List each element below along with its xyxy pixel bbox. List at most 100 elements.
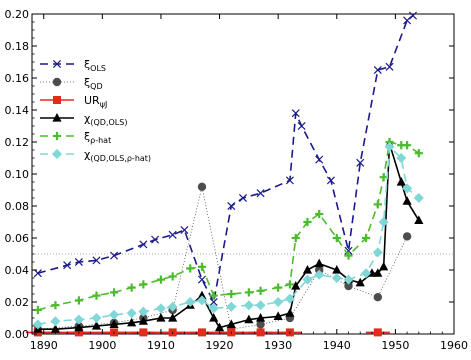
data-point-triangle-marker xyxy=(226,319,236,328)
data-point-plus-marker xyxy=(315,209,324,219)
data-point-triangle-marker xyxy=(91,321,102,330)
data-point-x-marker xyxy=(297,121,306,131)
axis-layer: 0.00 0.02 0.04 0.06 0.08 0.10 0.12 0.14 0.16 0.18… xyxy=(5,8,469,352)
series-0 xyxy=(33,11,417,307)
data-point-square-marker xyxy=(139,328,148,337)
data-point-square-marker xyxy=(256,328,265,337)
data-point-triangle-marker xyxy=(214,322,225,332)
legend-label-0: ξOLS xyxy=(84,58,106,73)
series-layer xyxy=(25,11,424,337)
data-point-diamond-marker xyxy=(302,274,313,285)
data-point-triangle-marker xyxy=(402,196,412,205)
data-point-x-marker xyxy=(139,240,148,249)
legend-label-2: URψJ xyxy=(84,94,107,109)
data-point-circle-marker xyxy=(402,232,412,241)
data-point-x-marker xyxy=(315,155,324,164)
data-point-circle-marker xyxy=(373,293,383,302)
data-point-circle-marker xyxy=(344,281,353,291)
legend-subscript: QD xyxy=(90,82,102,91)
data-point-plus-marker xyxy=(168,272,177,281)
legend-name: ξ xyxy=(84,76,90,89)
data-point-triangle-marker xyxy=(209,313,219,322)
data-point-plus-marker xyxy=(344,251,353,260)
x-tick-label: 1890 xyxy=(30,339,58,352)
data-point-plus-marker xyxy=(361,233,371,243)
data-point-diamond-marker xyxy=(167,301,178,312)
data-point-diamond-marker xyxy=(255,300,266,311)
data-point-triangle-marker xyxy=(373,268,383,277)
data-point-triangle-marker xyxy=(138,316,148,325)
data-point-plus-marker xyxy=(373,200,382,209)
data-point-triangle-marker xyxy=(168,313,178,322)
data-point-triangle-marker xyxy=(127,317,137,327)
data-point-plus-marker xyxy=(332,233,341,243)
data-point-x-marker xyxy=(151,235,160,244)
data-point-triangle-marker xyxy=(255,313,266,322)
data-point-diamond-marker xyxy=(185,297,196,307)
data-point-triangle-marker xyxy=(414,215,424,224)
legend-label-3: χ(QD,OLS) xyxy=(84,112,127,127)
y-tick-label: 0.02 xyxy=(5,296,30,309)
data-point-diamond-marker xyxy=(32,319,43,330)
legend-subscript: OLS xyxy=(90,64,106,73)
legend: ξOLSξQDURψJχ(QD,OLS)ξρ-hatχ(QD,OLS,ρ-hat… xyxy=(40,58,151,163)
data-point-plus-marker xyxy=(156,275,166,284)
data-point-diamond-marker xyxy=(273,297,284,307)
data-point-plus-marker xyxy=(33,305,42,315)
data-point-plus-marker xyxy=(403,141,412,150)
data-point-triangle-marker xyxy=(396,177,406,186)
data-point-x-marker xyxy=(180,225,189,235)
x-tick-label: 1920 xyxy=(206,339,234,352)
data-point-plus-marker xyxy=(92,291,101,300)
data-point-plus-marker xyxy=(51,301,60,310)
data-point-x-marker xyxy=(92,256,101,265)
data-point-diamond-marker xyxy=(343,274,354,285)
data-point-diamond-marker xyxy=(413,193,424,203)
data-point-triangle-marker xyxy=(109,319,119,328)
series-4 xyxy=(33,137,423,315)
legend-name: χ xyxy=(84,112,91,125)
data-point-triangle-marker xyxy=(74,322,84,332)
data-point-x-marker xyxy=(256,189,265,198)
data-point-plus-marker xyxy=(209,291,218,300)
data-point-square-marker xyxy=(53,96,61,104)
data-point-diamond-marker xyxy=(378,217,389,227)
data-point-diamond-marker xyxy=(331,273,342,283)
data-point-triangle-marker xyxy=(314,258,324,268)
data-point-plus-marker xyxy=(52,131,62,141)
data-point-triangle-marker xyxy=(52,113,62,122)
legend-label-1: ξQD xyxy=(84,76,103,91)
data-point-x-marker xyxy=(408,11,417,20)
data-point-triangle-marker xyxy=(367,268,377,277)
series-line xyxy=(37,142,420,331)
data-point-diamond-marker xyxy=(384,141,395,152)
data-point-diamond-marker xyxy=(109,309,120,320)
data-point-plus-marker xyxy=(74,296,83,305)
data-point-x-marker xyxy=(238,193,248,203)
series-3 xyxy=(33,138,424,333)
data-point-plus-marker xyxy=(186,264,195,273)
data-point-diamond-marker xyxy=(91,313,102,323)
y-tick-label: 0.10 xyxy=(5,168,30,181)
data-point-diamond-marker xyxy=(372,247,383,258)
data-point-x-marker xyxy=(385,62,394,71)
data-point-plus-marker xyxy=(127,283,136,292)
x-tick-label: 1930 xyxy=(264,339,292,352)
data-point-plus-marker xyxy=(285,280,294,289)
legend-name: UR xyxy=(84,94,100,107)
data-point-triangle-marker xyxy=(50,324,61,333)
data-point-diamond-marker xyxy=(208,303,219,314)
data-point-circle-marker xyxy=(197,182,207,191)
data-point-plus-marker xyxy=(139,280,148,289)
x-tick-label: 1940 xyxy=(323,339,351,352)
legend-name: χ xyxy=(84,148,91,161)
data-point-diamond-marker xyxy=(73,314,84,325)
legend-subscript: ρ-hat xyxy=(90,136,111,145)
y-tick-label: 0.20 xyxy=(5,8,30,21)
y-tick-label: 0.14 xyxy=(5,104,30,117)
data-point-diamond-marker xyxy=(402,183,413,194)
legend-name: ξ xyxy=(84,58,90,71)
x-tick-label: 1960 xyxy=(440,339,468,352)
data-point-plus-marker xyxy=(109,288,119,297)
series-5 xyxy=(32,141,424,330)
